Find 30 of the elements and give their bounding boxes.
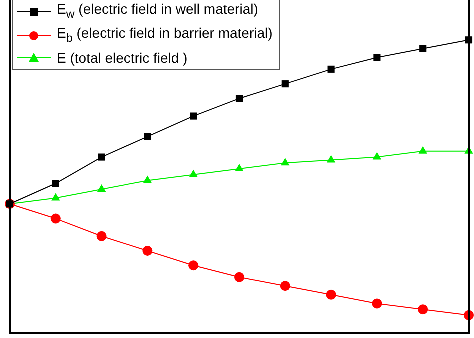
point [282, 80, 289, 88]
point [326, 290, 336, 300]
point [372, 152, 382, 160]
point [420, 45, 427, 52]
point [97, 184, 106, 192]
point [281, 158, 290, 166]
point [328, 66, 335, 73]
point [188, 260, 199, 271]
legend-label: E$_{b}$ (electric field in barrier material) [57, 24, 273, 47]
point [280, 281, 290, 292]
point [144, 133, 152, 140]
point [189, 170, 198, 178]
point [142, 246, 153, 256]
point [234, 272, 244, 282]
point [235, 164, 244, 172]
legend-label: E (total electric field ) [57, 48, 188, 67]
point [52, 193, 60, 201]
point [52, 180, 60, 188]
point [326, 155, 336, 163]
point [372, 298, 382, 309]
legend-label: E$_{w}$ (electric field in well material) [57, 0, 258, 23]
point [190, 112, 198, 120]
point [96, 231, 107, 242]
point [418, 146, 428, 154]
point [98, 154, 106, 161]
point [374, 54, 381, 62]
point [418, 304, 428, 315]
point [236, 95, 244, 102]
point [50, 214, 61, 224]
point [143, 176, 152, 184]
